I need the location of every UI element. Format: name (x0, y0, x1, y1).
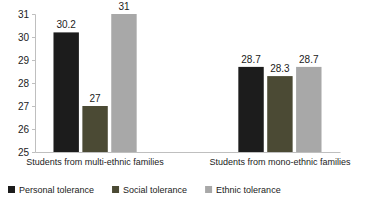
y-tick: 27 (18, 101, 35, 112)
y-tick-mark (32, 83, 35, 84)
legend-item: Social tolerance (112, 185, 187, 195)
y-tick: 30 (18, 32, 35, 43)
y-tick: 26 (18, 124, 35, 135)
y-tick-mark (32, 14, 35, 15)
chart: 25262728293031Students from multi-ethnic… (0, 0, 374, 207)
data-label: 27 (90, 93, 102, 104)
y-axis: 25262728293031 (18, 9, 36, 158)
bar (53, 32, 78, 152)
data-label: 28.7 (299, 54, 319, 65)
y-tick-mark (32, 106, 35, 107)
y-tick-label: 26 (18, 124, 30, 135)
data-labels: 30.2 28.7 27 28.3 31 28.7 (56, 1, 319, 104)
legend-item: Personal tolerance (8, 185, 94, 195)
bar (267, 76, 292, 152)
y-tick-label: 27 (18, 101, 30, 112)
plot: 25262728293031Students from multi-ethnic… (18, 1, 351, 167)
y-tick-mark (32, 37, 35, 38)
data-label: 28.3 (270, 63, 290, 74)
x-axis: Students from multi-ethnic families Stude… (26, 152, 351, 167)
x-tick: Students from mono-ethnic families (209, 152, 351, 167)
legend-swatch (112, 186, 119, 193)
data-label: 30.2 (56, 19, 76, 30)
legend: Personal tolerance Social tolerance Ethnic… (8, 185, 281, 195)
data-label: 31 (118, 1, 130, 12)
x-axis-line (36, 152, 341, 153)
y-tick-mark (32, 152, 35, 153)
y-axis-line (32, 15, 36, 153)
y-tick-label: 31 (18, 9, 30, 20)
legend-label: Personal tolerance (19, 185, 94, 195)
legend-item: Ethnic tolerance (205, 185, 281, 195)
data-label: 28.7 (241, 54, 261, 65)
y-tick-label: 29 (18, 55, 30, 66)
y-tick-mark (32, 129, 35, 130)
y-tick-label: 28 (18, 78, 30, 89)
bar (82, 106, 107, 152)
legend-label: Social tolerance (123, 185, 187, 195)
y-tick: 31 (18, 9, 35, 20)
x-tick: Students from multi-ethnic families (26, 152, 164, 167)
x-tick-label: Students from mono-ethnic families (209, 157, 351, 167)
y-tick-mark (32, 60, 35, 61)
legend-swatch (8, 186, 15, 193)
bar (238, 67, 263, 152)
y-tick: 28 (18, 78, 35, 89)
y-tick-label: 30 (18, 32, 30, 43)
x-tick-label: Students from multi-ethnic families (26, 157, 164, 167)
bars (53, 14, 321, 152)
legend-swatch (205, 186, 212, 193)
bar (111, 14, 136, 152)
y-tick: 29 (18, 55, 35, 66)
bar (296, 67, 321, 152)
legend-label: Ethnic tolerance (216, 185, 281, 195)
